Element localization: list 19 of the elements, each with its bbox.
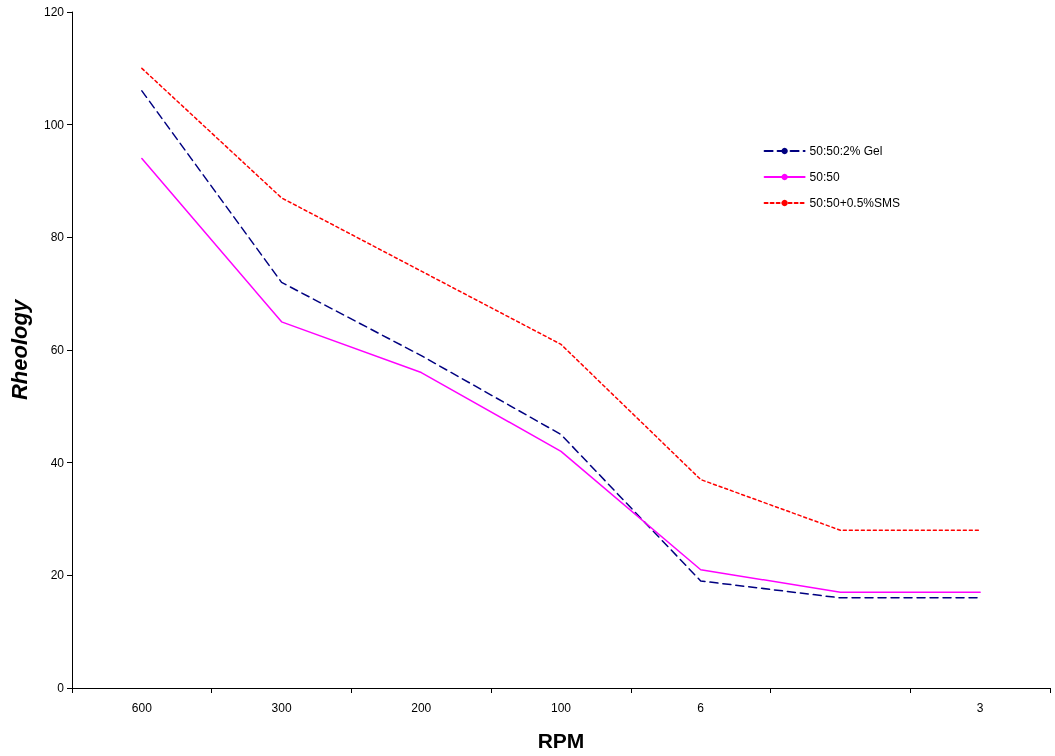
y-tick-label: 20 <box>50 568 65 583</box>
y-tick-label: 60 <box>50 343 65 357</box>
x-tick-label: 3 <box>976 701 984 715</box>
y-axis-title: Rheology <box>6 298 32 401</box>
y-tick-label: 80 <box>50 230 65 245</box>
y-tick-label: 100 <box>43 117 65 132</box>
y-tick-label: 0 <box>57 681 65 695</box>
x-axis-title: RPM <box>537 729 585 752</box>
x-tick-label: 300 <box>271 701 292 715</box>
y-tick-label: 120 <box>43 5 65 19</box>
y-tick-label: 40 <box>50 455 65 470</box>
x-tick-label: 100 <box>550 701 572 715</box>
x-tick-label: 6 <box>697 701 705 715</box>
x-tick-label: 200 <box>411 701 432 715</box>
line-series <box>141 67 981 532</box>
legend-label: 50:50:2% Gel <box>809 144 883 158</box>
legend-label: 50:50 <box>809 170 840 184</box>
legend-label: 50:50+0.5%SMS <box>809 196 901 210</box>
x-tick-label: 600 <box>131 701 153 715</box>
